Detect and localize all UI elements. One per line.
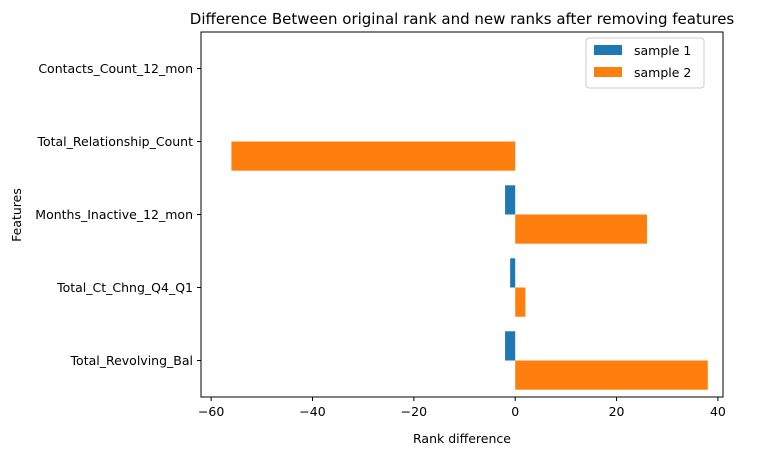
x-axis-ticks: −60 −40 −20 0 20 40 (198, 397, 726, 419)
x-tick-label: 40 (710, 404, 726, 419)
legend: sample 1 sample 2 (585, 37, 705, 89)
x-tick-label: −20 (401, 404, 427, 419)
bars-group (231, 141, 708, 390)
y-tick-label: Contacts_Count_12_mon (38, 61, 193, 76)
y-tick-label: Months_Inactive_12_mon (35, 207, 193, 222)
legend-swatch-sample-2 (594, 67, 622, 77)
y-axis-ticks: Total_Revolving_Bal Total_Ct_Chng_Q4_Q1 Mo… (35, 61, 201, 368)
y-tick-label: Total_Revolving_Bal (70, 353, 193, 368)
bar-sample-1-total-ct-chng-q4-q1 (510, 258, 516, 288)
x-tick-label: −60 (198, 404, 224, 419)
legend-swatch-sample-1 (594, 45, 622, 55)
legend-label-sample-2: sample 2 (634, 65, 691, 80)
bar-sample-2-total-revolving-bal (515, 360, 708, 390)
x-axis-label: Rank difference (413, 431, 511, 446)
y-axis-label: Features (9, 188, 24, 242)
bar-sample-1-months-inactive-12-mon (505, 185, 516, 215)
bar-sample-2-months-inactive-12-mon (515, 214, 647, 244)
y-tick-label: Total_Ct_Chng_Q4_Q1 (56, 280, 193, 295)
x-tick-label: −40 (299, 404, 325, 419)
x-tick-label: 20 (609, 404, 625, 419)
chart-title: Difference Between original rank and new… (190, 10, 735, 28)
legend-label-sample-1: sample 1 (634, 43, 691, 58)
bar-sample-1-total-revolving-bal (505, 331, 516, 361)
x-tick-label: 0 (511, 404, 519, 419)
y-tick-label: Total_Relationship_Count (36, 134, 193, 149)
bar-sample-2-total-relationship-count (231, 141, 516, 171)
bar-sample-2-total-ct-chng-q4-q1 (515, 287, 526, 317)
